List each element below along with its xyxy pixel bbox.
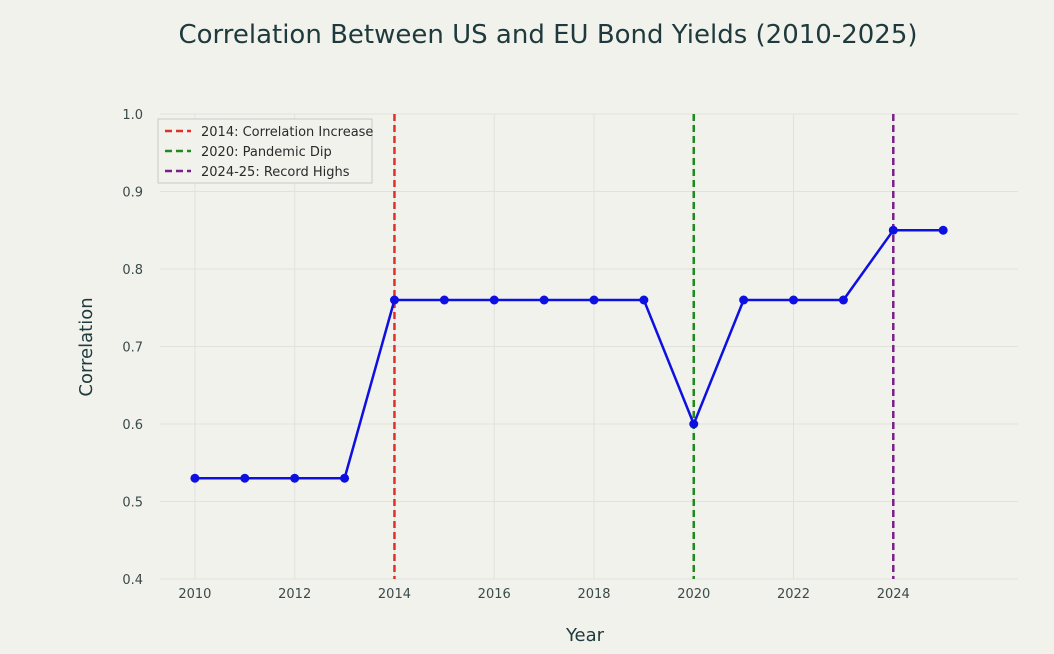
data-point-2017[interactable]: [539, 295, 549, 305]
data-point-2011[interactable]: [240, 473, 250, 483]
data-point-2024[interactable]: [888, 225, 898, 235]
x-tick-label: 2016: [478, 587, 511, 602]
x-tick-label: 2020: [677, 587, 710, 602]
x-tick-label: 2022: [777, 587, 810, 602]
y-tick-label: 0.6: [122, 418, 143, 433]
data-point-2020[interactable]: [689, 419, 699, 429]
event-lines: [393, 114, 895, 579]
data-point-2025[interactable]: [938, 225, 948, 235]
x-axis-ticks: 2010 2012 2014 2016 2018 2020 2022 2024: [178, 587, 909, 602]
y-tick-label: 0.5: [122, 496, 143, 511]
data-point-2013[interactable]: [340, 473, 350, 483]
y-tick-label: 0.4: [122, 573, 143, 588]
data-point-2021[interactable]: [739, 295, 749, 305]
y-axis-title: Correlation: [76, 297, 97, 396]
data-point-2018[interactable]: [589, 295, 599, 305]
data-point-2015[interactable]: [439, 295, 449, 305]
y-tick-label: 0.7: [122, 341, 143, 356]
series: [190, 225, 948, 483]
legend-label: 2020: Pandemic Dip: [201, 145, 332, 160]
data-point-2010[interactable]: [190, 473, 200, 483]
y-axis-ticks: 0.4 0.5 0.6 0.7 0.8 0.9 1.0: [122, 108, 143, 588]
legend-label: 2024-25: Record Highs: [201, 165, 350, 180]
legend: 2014: Correlation Increase 2020: Pandemic…: [157, 118, 373, 184]
y-tick-label: 0.8: [122, 263, 143, 278]
data-point-2012[interactable]: [290, 473, 300, 483]
data-point-2014[interactable]: [389, 295, 399, 305]
y-tick-label: 1.0: [122, 108, 143, 123]
x-tick-label: 2014: [378, 587, 411, 602]
x-tick-label: 2018: [577, 587, 610, 602]
chart-title: Correlation Between US and EU Bond Yield…: [178, 20, 917, 50]
y-tick-label: 0.9: [122, 186, 143, 201]
legend-label: 2014: Correlation Increase: [201, 125, 373, 140]
legend-box: [157, 118, 373, 184]
x-tick-label: 2024: [877, 587, 910, 602]
x-tick-label: 2012: [278, 587, 311, 602]
x-tick-label: 2010: [178, 587, 211, 602]
data-point-2019[interactable]: [639, 295, 649, 305]
series-line: [194, 229, 944, 480]
data-point-2023[interactable]: [838, 295, 848, 305]
data-point-2016[interactable]: [489, 295, 499, 305]
x-axis-title: Year: [565, 625, 605, 646]
data-point-2022[interactable]: [789, 295, 799, 305]
